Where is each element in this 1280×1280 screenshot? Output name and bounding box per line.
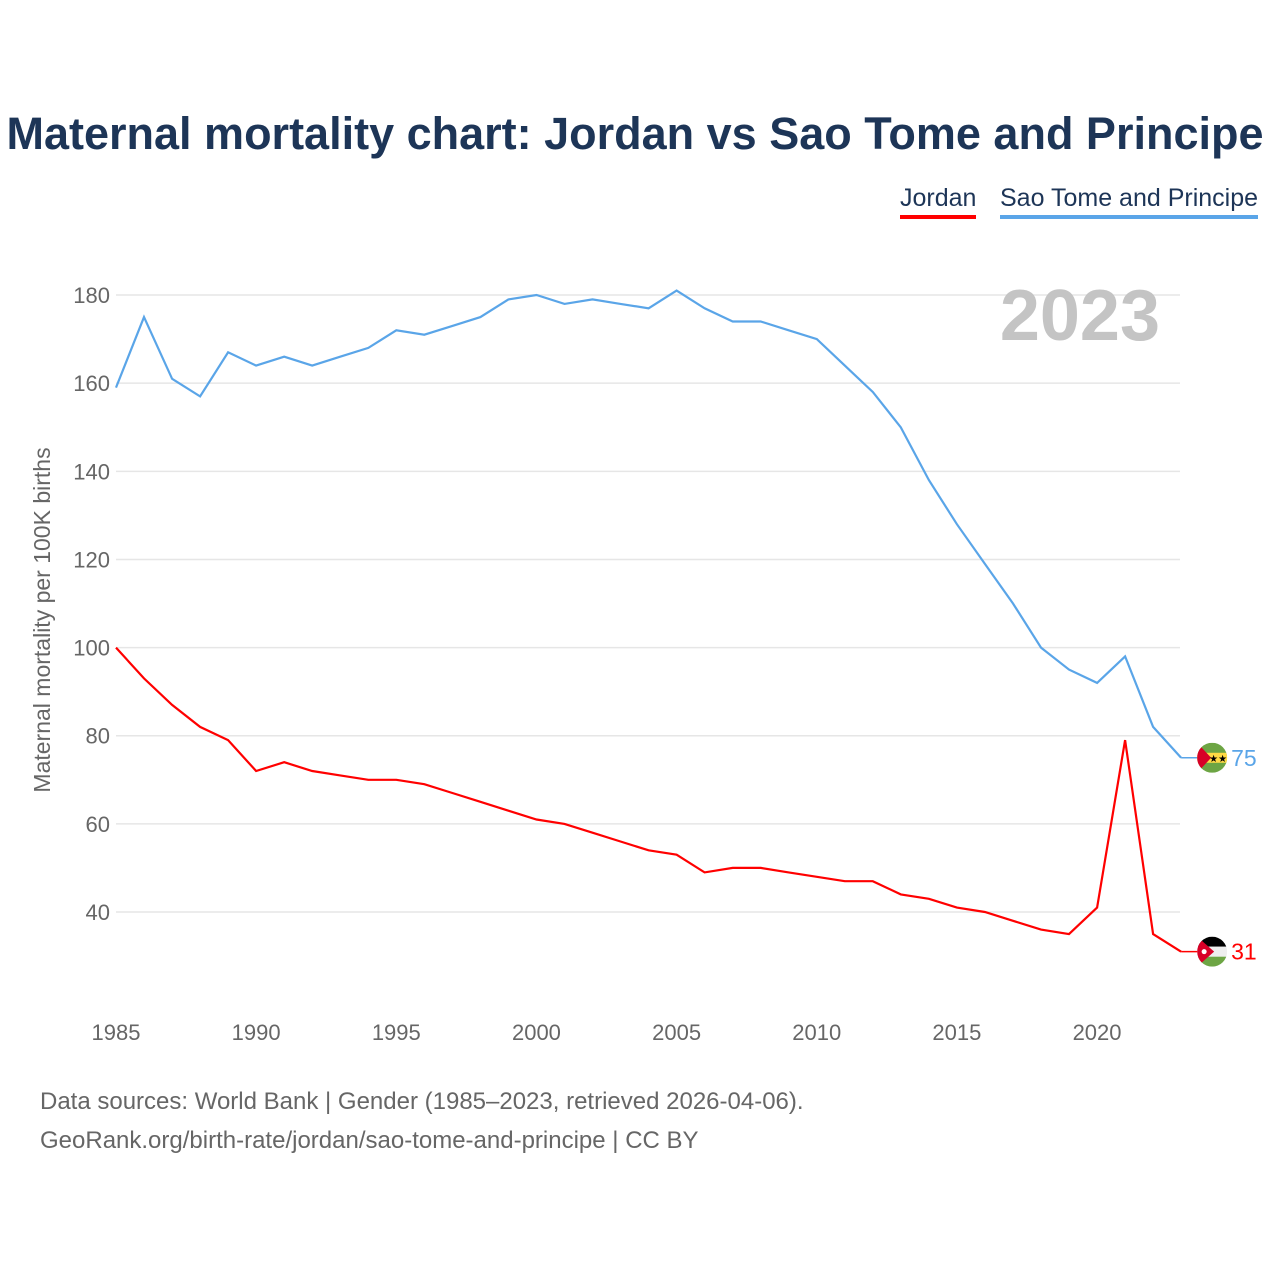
- end-value-label: 31: [1231, 939, 1257, 965]
- y-tick-label: 80: [86, 724, 110, 749]
- sao-tome-flag-icon: ★★: [1197, 742, 1228, 773]
- footer-sources: Data sources: World Bank | Gender (1985–…: [40, 1088, 804, 1115]
- y-axis-label: Maternal mortality per 100K births: [29, 447, 55, 792]
- year-watermark: 2023: [1000, 276, 1160, 356]
- y-tick-label: 160: [73, 371, 110, 396]
- y-tick-label: 180: [73, 283, 110, 308]
- series-line-sao-tome: [114, 289, 1182, 759]
- series-line-jordan: [115, 646, 1182, 953]
- footer-link[interactable]: GeoRank.org/birth-rate/jordan/sao-tome-a…: [40, 1127, 699, 1154]
- legend-jordan[interactable]: Jordan: [900, 184, 977, 219]
- x-tick-label: 1995: [372, 1020, 421, 1045]
- x-tick-label: 2010: [792, 1020, 841, 1045]
- chart-title: Maternal mortality chart: Jordan vs Sao …: [6, 108, 1264, 159]
- end-value-label: 75: [1231, 745, 1257, 771]
- legend-sao-tome[interactable]: Sao Tome and Principe: [1000, 184, 1259, 219]
- x-tick-label: 2000: [512, 1020, 561, 1045]
- x-tick-label: 2020: [1073, 1020, 1122, 1045]
- x-tick-label: 2015: [932, 1020, 981, 1045]
- x-tick-label: 2005: [652, 1020, 701, 1045]
- x-tick-label: 1985: [92, 1020, 141, 1045]
- y-tick-label: 140: [73, 459, 110, 484]
- y-tick-label: 120: [73, 547, 110, 572]
- jordan-flag-icon: [1197, 936, 1228, 967]
- y-tick-label: 60: [86, 812, 110, 837]
- x-tick-label: 1990: [232, 1020, 281, 1045]
- y-tick-label: 100: [73, 636, 110, 661]
- y-tick-label: 40: [86, 900, 110, 925]
- svg-text:★★: ★★: [1209, 754, 1227, 765]
